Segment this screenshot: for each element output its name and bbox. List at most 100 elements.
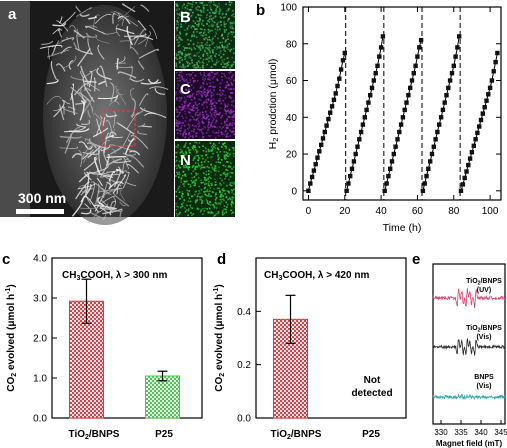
eds-signal-dot [206, 93, 208, 95]
eds-signal-dot [188, 132, 191, 134]
eds-signal-dot [202, 44, 204, 47]
eds-signal-dot [187, 209, 190, 212]
eds-signal-dot [200, 129, 202, 131]
eds-signal-dot [225, 46, 228, 49]
eds-signal-dot [210, 211, 213, 214]
eds-signal-dot [233, 114, 236, 116]
eds-signal-dot [212, 142, 215, 145]
chart-b-point [489, 78, 495, 83]
eds-signal-dot [181, 25, 183, 28]
eds-signal-dot [207, 202, 209, 205]
eds-signal-dot [182, 45, 185, 48]
eds-signal-dot [225, 39, 227, 41]
chart-d-ytick-label: 0.0 [237, 414, 251, 425]
eds-signal-dot [220, 116, 222, 119]
eds-signal-dot [211, 109, 213, 111]
sem-flake-stroke [39, 44, 63, 49]
sem-flake-stroke [52, 28, 60, 35]
eds-signal-dot [225, 195, 228, 198]
eds-signal-dot [193, 66, 195, 69]
eds-signal-dot [209, 39, 211, 42]
eds-signal-dot [218, 156, 220, 159]
eds-signal-dot [183, 78, 185, 80]
eds-signal-dot [183, 166, 185, 169]
eds-signal-dot [202, 145, 204, 147]
eds-signal-dot [176, 3, 179, 6]
eds-signal-dot [226, 135, 228, 138]
sem-flake-stroke [98, 205, 114, 212]
eds-signal-dot [229, 198, 231, 200]
eds-signal-dot [175, 205, 178, 208]
eds-signal-dot [194, 141, 196, 144]
sem-flake-stroke [94, 112, 105, 123]
eds-signal-dot [175, 125, 178, 127]
sem-flake-stroke [71, 197, 84, 217]
eds-signal-dot [195, 190, 197, 193]
eds-signal-dot [226, 62, 229, 64]
eds-signal-dot [199, 19, 201, 22]
eds-signal-dot [197, 156, 200, 159]
chart-b-point [487, 85, 493, 91]
eds-signal-dot [177, 122, 180, 125]
chart-b-point [326, 116, 331, 122]
sem-flake-stroke [122, 3, 136, 13]
eds-signal-dot [219, 82, 222, 85]
eds-signal-dot [196, 31, 198, 33]
eds-signal-dot [229, 109, 232, 111]
eds-signal-dot [228, 115, 231, 118]
eds-signal-dot [208, 135, 210, 137]
sem-flake-stroke [113, 168, 122, 188]
eds-signal-dot [212, 101, 214, 104]
eds-signal-dot [176, 72, 178, 74]
eds-signal-dot [195, 135, 197, 137]
sem-flake-stroke [137, 31, 152, 45]
eds-signal-dot [176, 97, 178, 100]
eds-signal-dot [188, 94, 191, 97]
eds-signal-dot [198, 18, 201, 20]
eds-signal-dot [191, 176, 193, 179]
eds-signal-dot [213, 11, 216, 13]
eds-signal-dot [219, 89, 221, 92]
eds-signal-dot [224, 123, 226, 126]
eds-signal-dot [223, 182, 225, 184]
chart-d-ytick-label: 0.4 [237, 307, 251, 318]
eds-signal-dot [197, 162, 199, 165]
eds-signal-dot [216, 113, 219, 115]
eds-signal-dot [230, 64, 232, 67]
eds-signal-dot [175, 195, 178, 198]
eds-signal-dot [192, 20, 195, 22]
eds-signal-dot [199, 9, 202, 12]
eds-signal-dot [203, 79, 206, 82]
sem-flake-stroke [79, 100, 85, 121]
eds-signal-dot [176, 8, 178, 11]
chart-b-point [415, 54, 420, 59]
eds-signal-dot [185, 54, 187, 56]
eds-signal-dot [209, 195, 211, 197]
eds-signal-dot [181, 10, 183, 13]
sem-flake-stroke [109, 200, 117, 216]
eds-signal-dot [233, 188, 235, 191]
eds-signal-dot [175, 64, 178, 66]
eds-signal-dot [213, 206, 216, 209]
sem-flake-stroke [92, 127, 109, 138]
eds-signal-dot [196, 104, 198, 106]
sem-flake-stroke [130, 46, 139, 55]
eds-signal-dot [179, 198, 181, 200]
eds-signal-dot [184, 207, 186, 209]
eds-signal-dot [181, 125, 183, 127]
eds-signal-dot [215, 53, 217, 55]
eds-signal-dot [221, 72, 223, 74]
eds-signal-dot [201, 155, 204, 157]
eds-signal-dot [202, 92, 204, 95]
chart-b-point [320, 136, 326, 141]
eds-signal-dot [181, 39, 184, 41]
eds-signal-dot [175, 165, 177, 167]
eds-signal-dot [177, 164, 180, 166]
eds-signal-dot [210, 123, 212, 126]
eds-signal-dot [212, 12, 215, 14]
eds-signal-dot [187, 147, 189, 149]
eds-signal-dot [210, 29, 213, 32]
eds-signal-dot [227, 124, 230, 127]
eds-signal-dot [231, 212, 233, 215]
eds-signal-dot [185, 78, 188, 81]
